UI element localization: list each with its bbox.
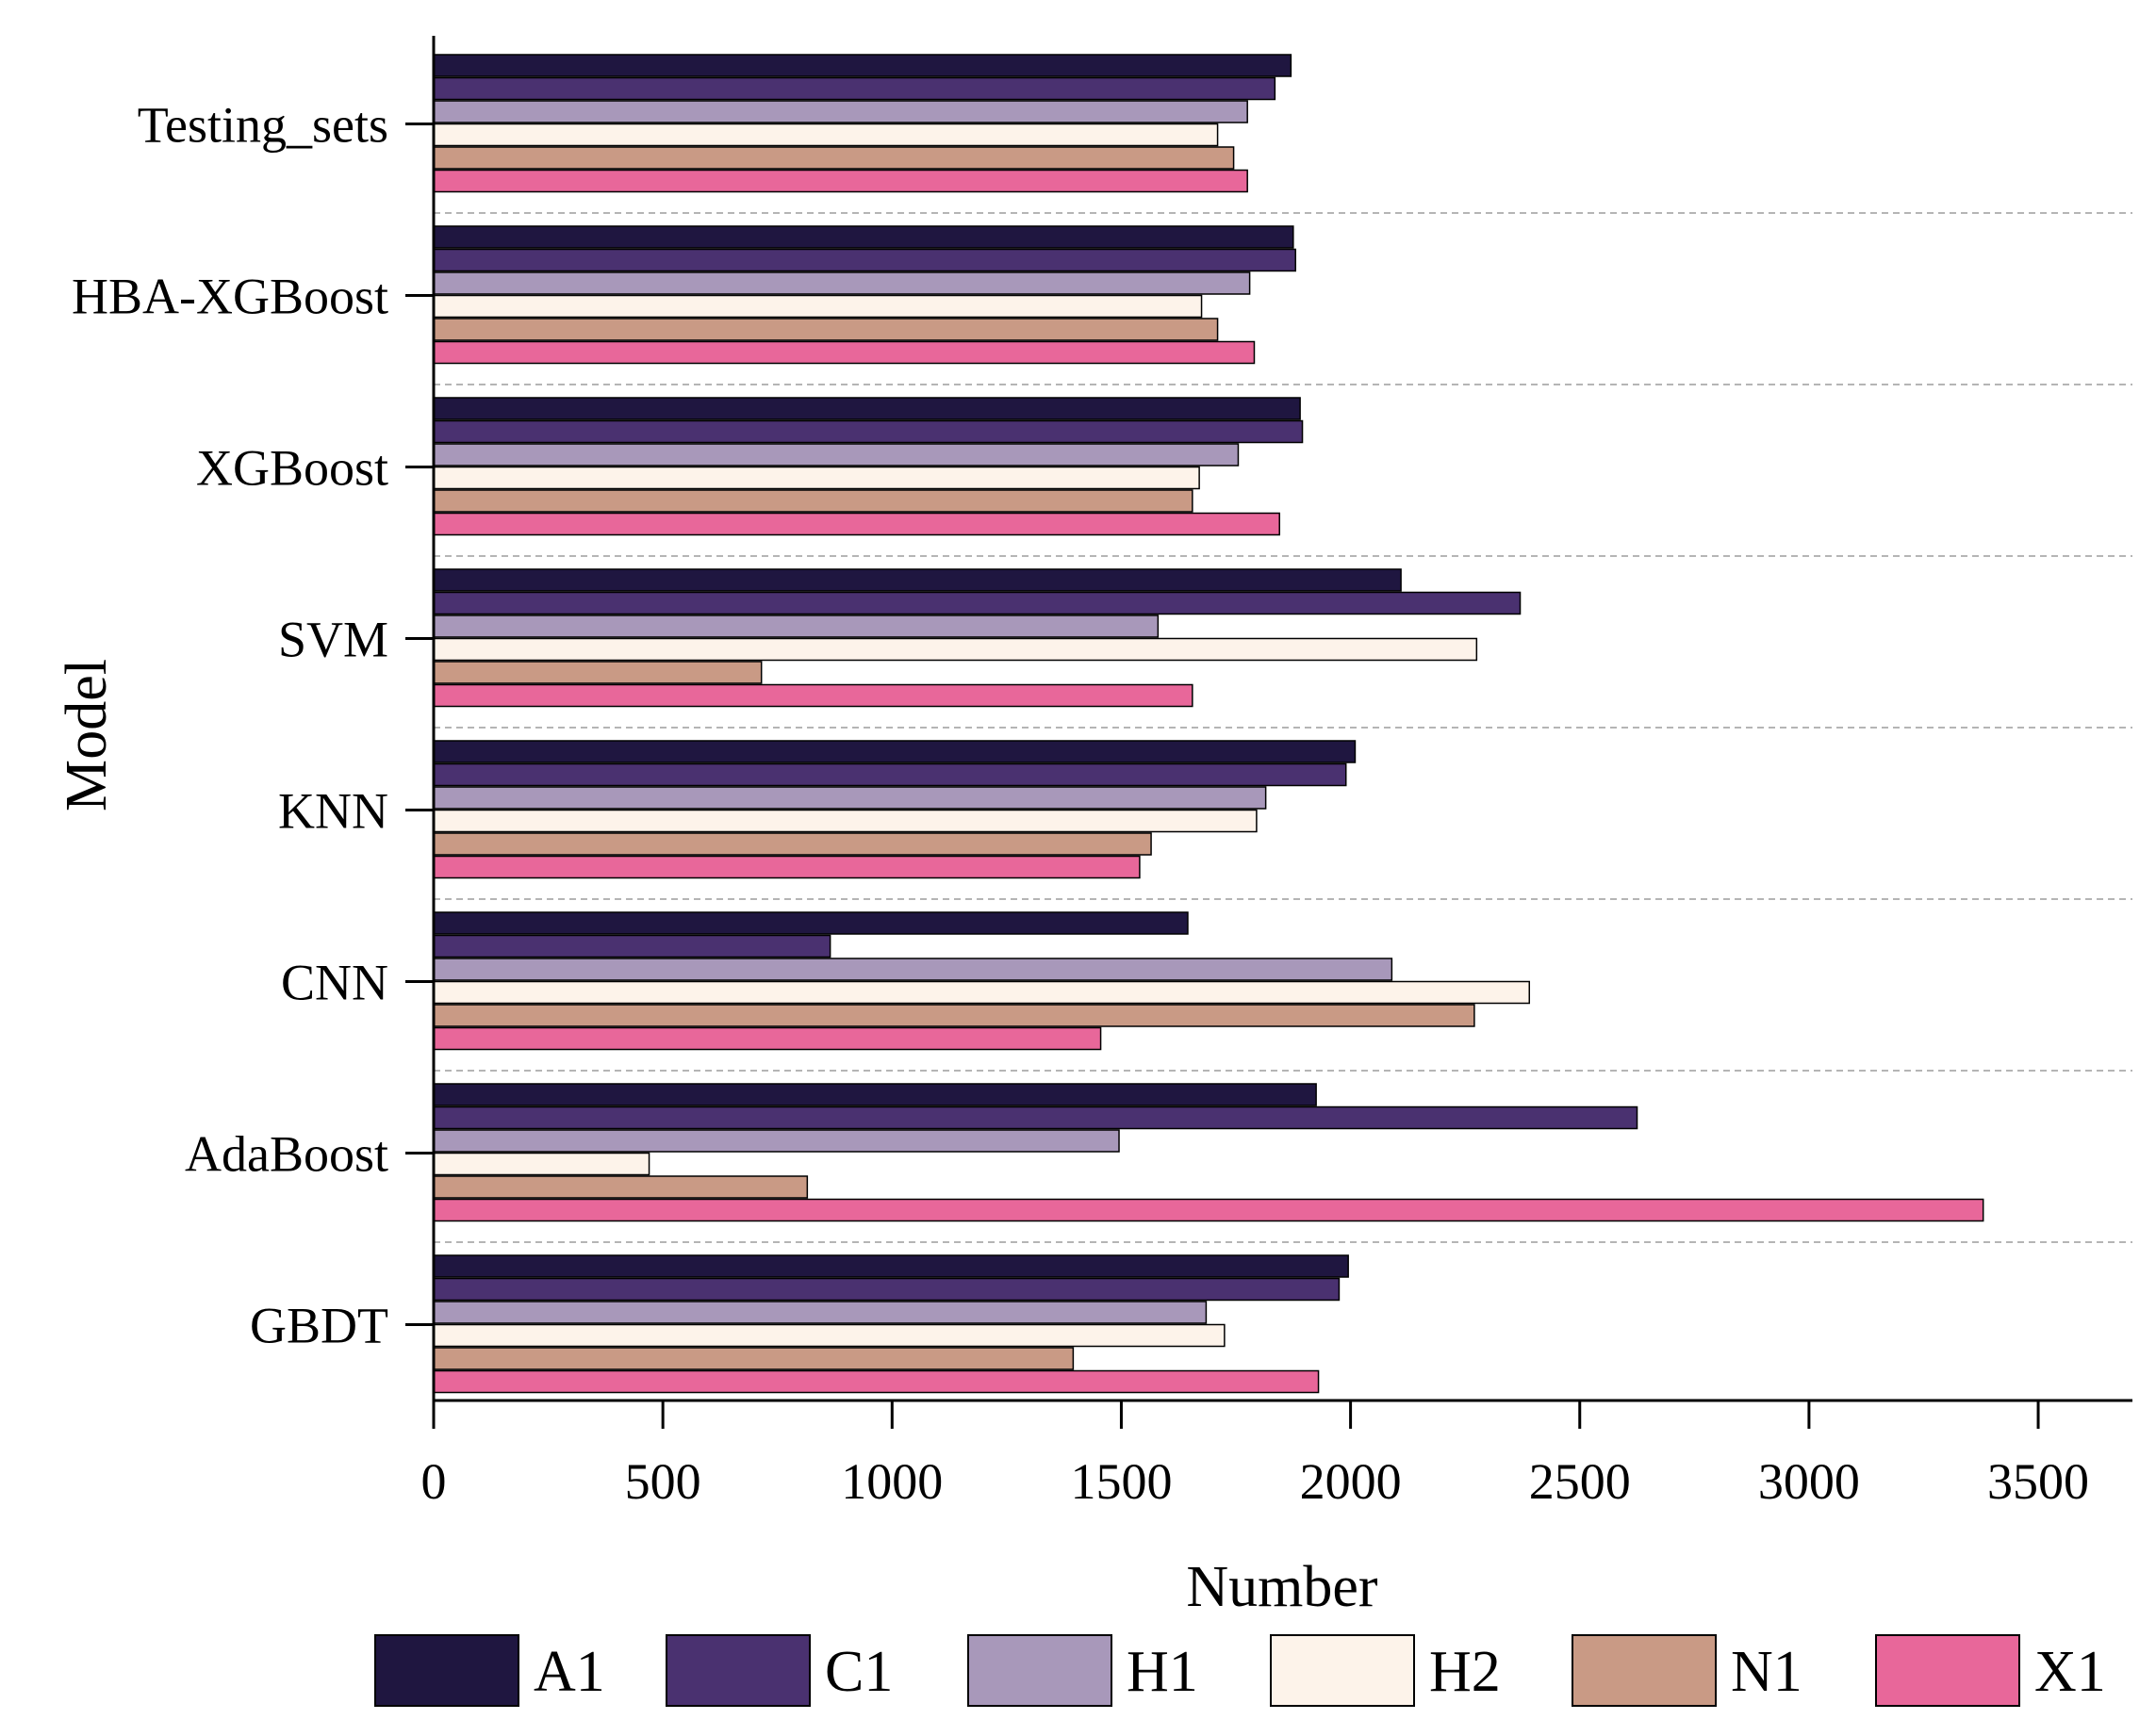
y-axis-label: Model <box>55 659 119 811</box>
x-tick-label: 2500 <box>1529 1453 1631 1510</box>
bar-n1-7 <box>433 1347 1075 1370</box>
bar-a1-5 <box>433 911 1189 935</box>
legend-label-h1: H1 <box>1127 1640 1198 1704</box>
bar-a1-0 <box>433 54 1292 77</box>
legend-swatch-a1 <box>374 1634 519 1707</box>
bar-h2-4 <box>433 809 1258 833</box>
bar-c1-4 <box>433 762 1347 787</box>
bar-a1-1 <box>433 225 1294 249</box>
y-tick-label: SVM <box>278 612 388 668</box>
axes <box>432 36 2132 1402</box>
y-ticks: Testing_sets HBA-XGBoost XGBoost SVM KNN CNN A… <box>72 97 434 1354</box>
bar-group-cnn <box>433 911 1531 1051</box>
x-tick-label: 0 <box>421 1453 447 1510</box>
x-tick-label: 500 <box>625 1453 701 1510</box>
bar-c1-6 <box>433 1105 1638 1130</box>
bar-a1-2 <box>433 397 1301 420</box>
bar-n1-2 <box>433 489 1193 513</box>
bar-h2-3 <box>433 637 1478 662</box>
bar-group-hba-xgboost <box>433 225 1296 365</box>
bar-a1-4 <box>433 740 1357 763</box>
bar-x1-0 <box>433 169 1248 193</box>
legend-swatch-n1 <box>1572 1634 1717 1707</box>
bar-c1-7 <box>433 1277 1341 1302</box>
y-tick-label: CNN <box>281 955 388 1011</box>
legend-swatch-c1 <box>666 1634 811 1707</box>
legend: A1 C1 H1 H2 N1 X1 <box>374 1634 2106 1707</box>
bar-a1-3 <box>433 568 1402 592</box>
bar-n1-5 <box>433 1004 1475 1027</box>
y-tick-label: XGBoost <box>196 440 388 497</box>
bar-group-testing-sets <box>433 54 1292 193</box>
bar-h1-0 <box>433 100 1248 123</box>
bar-n1-1 <box>433 318 1219 341</box>
bar-n1-4 <box>433 832 1152 856</box>
bar-c1-1 <box>433 248 1296 272</box>
y-tick-label: Testing_sets <box>138 97 388 154</box>
category-separators <box>434 212 2132 1243</box>
bar-group-knn <box>433 740 1357 879</box>
legend-label-n1: N1 <box>1731 1640 1802 1704</box>
bar-h1-4 <box>433 786 1267 810</box>
x-ticks: 0 500 1000 1500 2000 2500 3000 3500 <box>421 1400 2089 1510</box>
legend-swatch-x1 <box>1875 1634 2020 1707</box>
bar-h2-2 <box>433 466 1200 490</box>
x-tick-label: 3000 <box>1758 1453 1860 1510</box>
legend-label-x1: X1 <box>2034 1640 2106 1704</box>
bar-c1-0 <box>433 76 1276 101</box>
bar-x1-6 <box>433 1198 1984 1222</box>
bar-x1-7 <box>433 1369 1320 1394</box>
bar-c1-5 <box>433 934 831 958</box>
legend-label-h2: H2 <box>1429 1640 1501 1704</box>
legend-label-a1: A1 <box>534 1640 605 1704</box>
bar-h1-2 <box>433 443 1240 467</box>
bar-h1-6 <box>433 1129 1120 1153</box>
bar-h1-1 <box>433 271 1251 295</box>
legend-swatch-h1 <box>967 1634 1112 1707</box>
bar-h2-1 <box>433 294 1203 319</box>
bar-group-gbdt <box>433 1254 1349 1394</box>
x-tick-label: 1000 <box>841 1453 943 1510</box>
bar-h2-6 <box>433 1152 650 1176</box>
x-axis-label: Number <box>1186 1555 1378 1619</box>
bar-n1-3 <box>433 661 763 684</box>
bar-a1-7 <box>433 1254 1349 1278</box>
bar-x1-3 <box>433 683 1193 708</box>
bar-c1-3 <box>433 591 1522 615</box>
bar-group-adaboost <box>433 1083 1984 1222</box>
bar-x1-2 <box>433 512 1280 536</box>
y-tick-label: GBDT <box>250 1298 388 1354</box>
legend-label-c1: C1 <box>825 1640 893 1704</box>
x-tick-label: 2000 <box>1300 1453 1402 1510</box>
bar-h2-7 <box>433 1323 1226 1348</box>
legend-swatch-h2 <box>1270 1634 1415 1707</box>
bar-h1-3 <box>433 614 1160 638</box>
bar-x1-5 <box>433 1026 1102 1051</box>
y-tick-label: HBA-XGBoost <box>72 269 388 325</box>
bar-n1-0 <box>433 146 1235 170</box>
x-tick-label: 3500 <box>1987 1453 2089 1510</box>
y-tick-label: KNN <box>278 783 388 840</box>
bar-group-xgboost <box>433 397 1304 536</box>
bar-h2-0 <box>433 123 1219 147</box>
bar-h1-7 <box>433 1301 1208 1324</box>
bar-x1-1 <box>433 340 1256 365</box>
bar-a1-6 <box>433 1083 1317 1106</box>
y-tick-label: AdaBoost <box>185 1126 388 1183</box>
bars <box>433 54 1984 1394</box>
bar-c1-2 <box>433 419 1304 444</box>
bar-h1-5 <box>433 958 1393 981</box>
bar-n1-6 <box>433 1175 809 1199</box>
bar-h2-5 <box>433 980 1531 1005</box>
x-tick-label: 1500 <box>1070 1453 1172 1510</box>
bar-group-svm <box>433 568 1522 708</box>
bar-x1-4 <box>433 855 1141 879</box>
